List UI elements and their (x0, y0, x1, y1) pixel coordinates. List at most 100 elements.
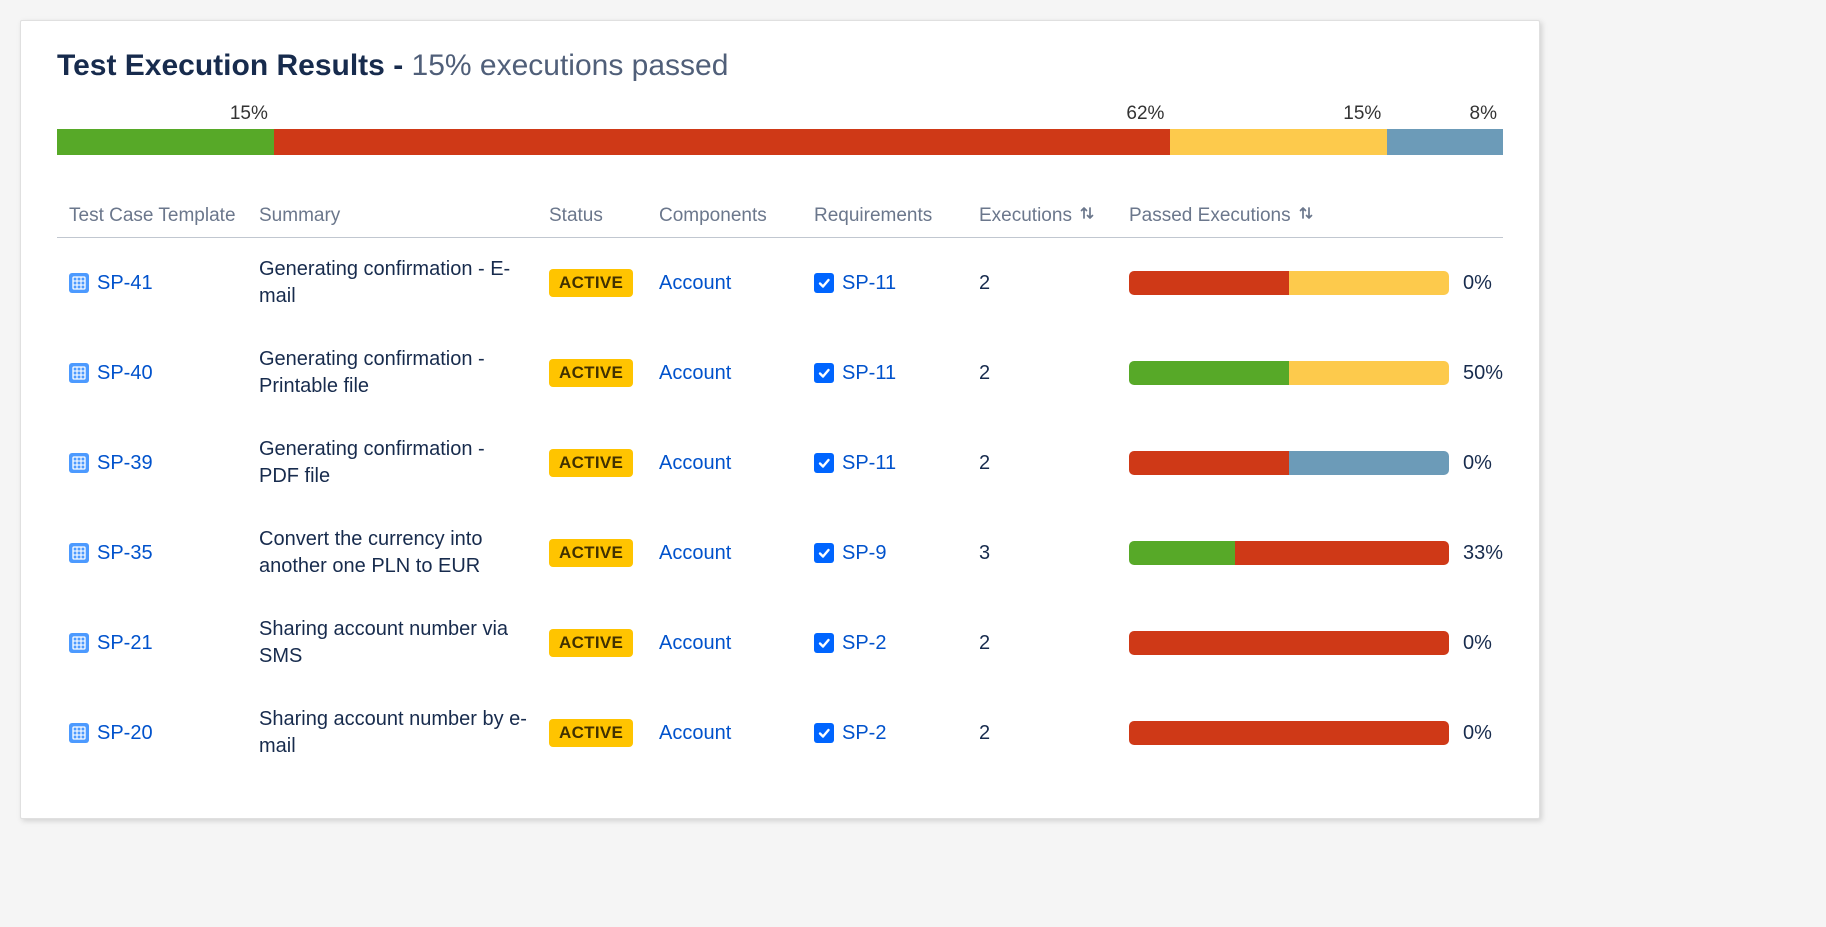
checkmark-icon (814, 633, 834, 653)
passed-percentage: 0% (1463, 632, 1492, 654)
requirement-key: SP-2 (842, 632, 886, 655)
summary-bar-labels: 15%62%15%8% (57, 103, 1503, 129)
results-table: Test Case Template Summary Status Compon… (57, 205, 1503, 778)
bar-segment (1129, 721, 1449, 745)
test-case-icon (69, 273, 89, 293)
checkmark-icon (814, 723, 834, 743)
summary-text: Generating confirmation - Printable file (259, 348, 485, 397)
table-row: SP-39Generating confirmation - PDF file A… (57, 418, 1503, 508)
bar-segment (1129, 541, 1235, 565)
component-link[interactable]: Account (659, 362, 731, 384)
test-case-key: SP-35 (97, 542, 153, 565)
results-panel: Test Execution Results - 15% executions … (20, 20, 1540, 819)
summary-segment (1387, 129, 1503, 155)
test-case-link[interactable]: SP-35 (69, 542, 259, 565)
executions-count: 3 (979, 542, 990, 564)
summary-text: Convert the currency into another one PL… (259, 528, 482, 577)
table-row: SP-20Sharing account number by e-mailACT… (57, 688, 1503, 778)
header-subtitle: 15% executions passed (412, 49, 729, 82)
col-header-template[interactable]: Test Case Template (69, 205, 259, 227)
checkmark-icon (814, 453, 834, 473)
summary-segment-label: 8% (1387, 103, 1503, 129)
table-body: SP-41Generating confirmation - E-mailACT… (57, 238, 1503, 778)
requirement-link[interactable]: SP-11 (814, 272, 979, 295)
status-badge: ACTIVE (549, 359, 633, 387)
requirement-link[interactable]: SP-9 (814, 542, 979, 565)
sort-icon[interactable] (1080, 205, 1094, 227)
summary-bar-wrapper: 15%62%15%8% (57, 103, 1503, 155)
summary-bar (57, 129, 1503, 155)
passed-executions-bar (1129, 721, 1449, 745)
requirement-link[interactable]: SP-11 (814, 362, 979, 385)
col-header-summary[interactable]: Summary (259, 205, 549, 227)
bar-segment (1289, 451, 1449, 475)
summary-segment-label: 15% (1170, 103, 1387, 129)
col-header-requirements[interactable]: Requirements (814, 205, 979, 227)
summary-segment-label: 15% (57, 103, 274, 129)
bar-segment (1129, 271, 1289, 295)
test-case-key: SP-21 (97, 632, 153, 655)
component-link[interactable]: Account (659, 272, 731, 294)
passed-executions-bar (1129, 451, 1449, 475)
test-case-link[interactable]: SP-40 (69, 362, 259, 385)
summary-segment (1170, 129, 1387, 155)
checkmark-icon (814, 363, 834, 383)
bar-segment (1129, 361, 1289, 385)
header-title: Test Execution Results - (57, 49, 412, 82)
table-header-row: Test Case Template Summary Status Compon… (57, 205, 1503, 238)
test-case-link[interactable]: SP-41 (69, 272, 259, 295)
requirement-key: SP-11 (842, 452, 896, 475)
status-badge: ACTIVE (549, 719, 633, 747)
col-header-executions[interactable]: Executions (979, 205, 1129, 227)
status-badge: ACTIVE (549, 269, 633, 297)
col-header-components[interactable]: Components (659, 205, 814, 227)
col-header-executions-label: Executions (979, 205, 1072, 226)
component-link[interactable]: Account (659, 632, 731, 654)
requirement-key: SP-9 (842, 542, 886, 565)
summary-segment-label: 62% (274, 103, 1171, 129)
status-badge: ACTIVE (549, 629, 633, 657)
executions-count: 2 (979, 362, 990, 384)
summary-text: Generating confirmation - PDF file (259, 438, 485, 487)
summary-segment (57, 129, 274, 155)
status-badge: ACTIVE (549, 449, 633, 477)
test-case-icon (69, 543, 89, 563)
component-link[interactable]: Account (659, 722, 731, 744)
test-case-link[interactable]: SP-20 (69, 722, 259, 745)
test-case-icon (69, 633, 89, 653)
passed-executions-bar (1129, 541, 1449, 565)
test-case-link[interactable]: SP-21 (69, 632, 259, 655)
col-header-status[interactable]: Status (549, 205, 659, 227)
bar-segment (1129, 631, 1449, 655)
checkmark-icon (814, 543, 834, 563)
passed-executions-bar (1129, 631, 1449, 655)
passed-percentage: 0% (1463, 452, 1492, 474)
component-link[interactable]: Account (659, 452, 731, 474)
col-header-passed[interactable]: Passed Executions (1129, 205, 1503, 227)
sort-icon[interactable] (1299, 205, 1313, 227)
component-link[interactable]: Account (659, 542, 731, 564)
test-case-link[interactable]: SP-39 (69, 452, 259, 475)
test-case-icon (69, 723, 89, 743)
passed-percentage: 0% (1463, 722, 1492, 744)
executions-count: 2 (979, 632, 990, 654)
table-row: SP-41Generating confirmation - E-mailACT… (57, 238, 1503, 328)
bar-segment (1289, 271, 1449, 295)
bar-segment (1129, 451, 1289, 475)
status-badge: ACTIVE (549, 539, 633, 567)
requirement-link[interactable]: SP-11 (814, 452, 979, 475)
table-row: SP-40Generating confirmation - Printable… (57, 328, 1503, 418)
requirement-key: SP-2 (842, 722, 886, 745)
summary-segment (274, 129, 1171, 155)
executions-count: 2 (979, 452, 990, 474)
requirement-link[interactable]: SP-2 (814, 722, 979, 745)
passed-percentage: 50% (1463, 362, 1503, 384)
executions-count: 2 (979, 722, 990, 744)
test-case-icon (69, 363, 89, 383)
requirement-key: SP-11 (842, 362, 896, 385)
col-header-passed-label: Passed Executions (1129, 205, 1291, 226)
table-row: SP-21Sharing account number via SMSACTIV… (57, 598, 1503, 688)
test-case-key: SP-41 (97, 272, 153, 295)
requirement-key: SP-11 (842, 272, 896, 295)
requirement-link[interactable]: SP-2 (814, 632, 979, 655)
